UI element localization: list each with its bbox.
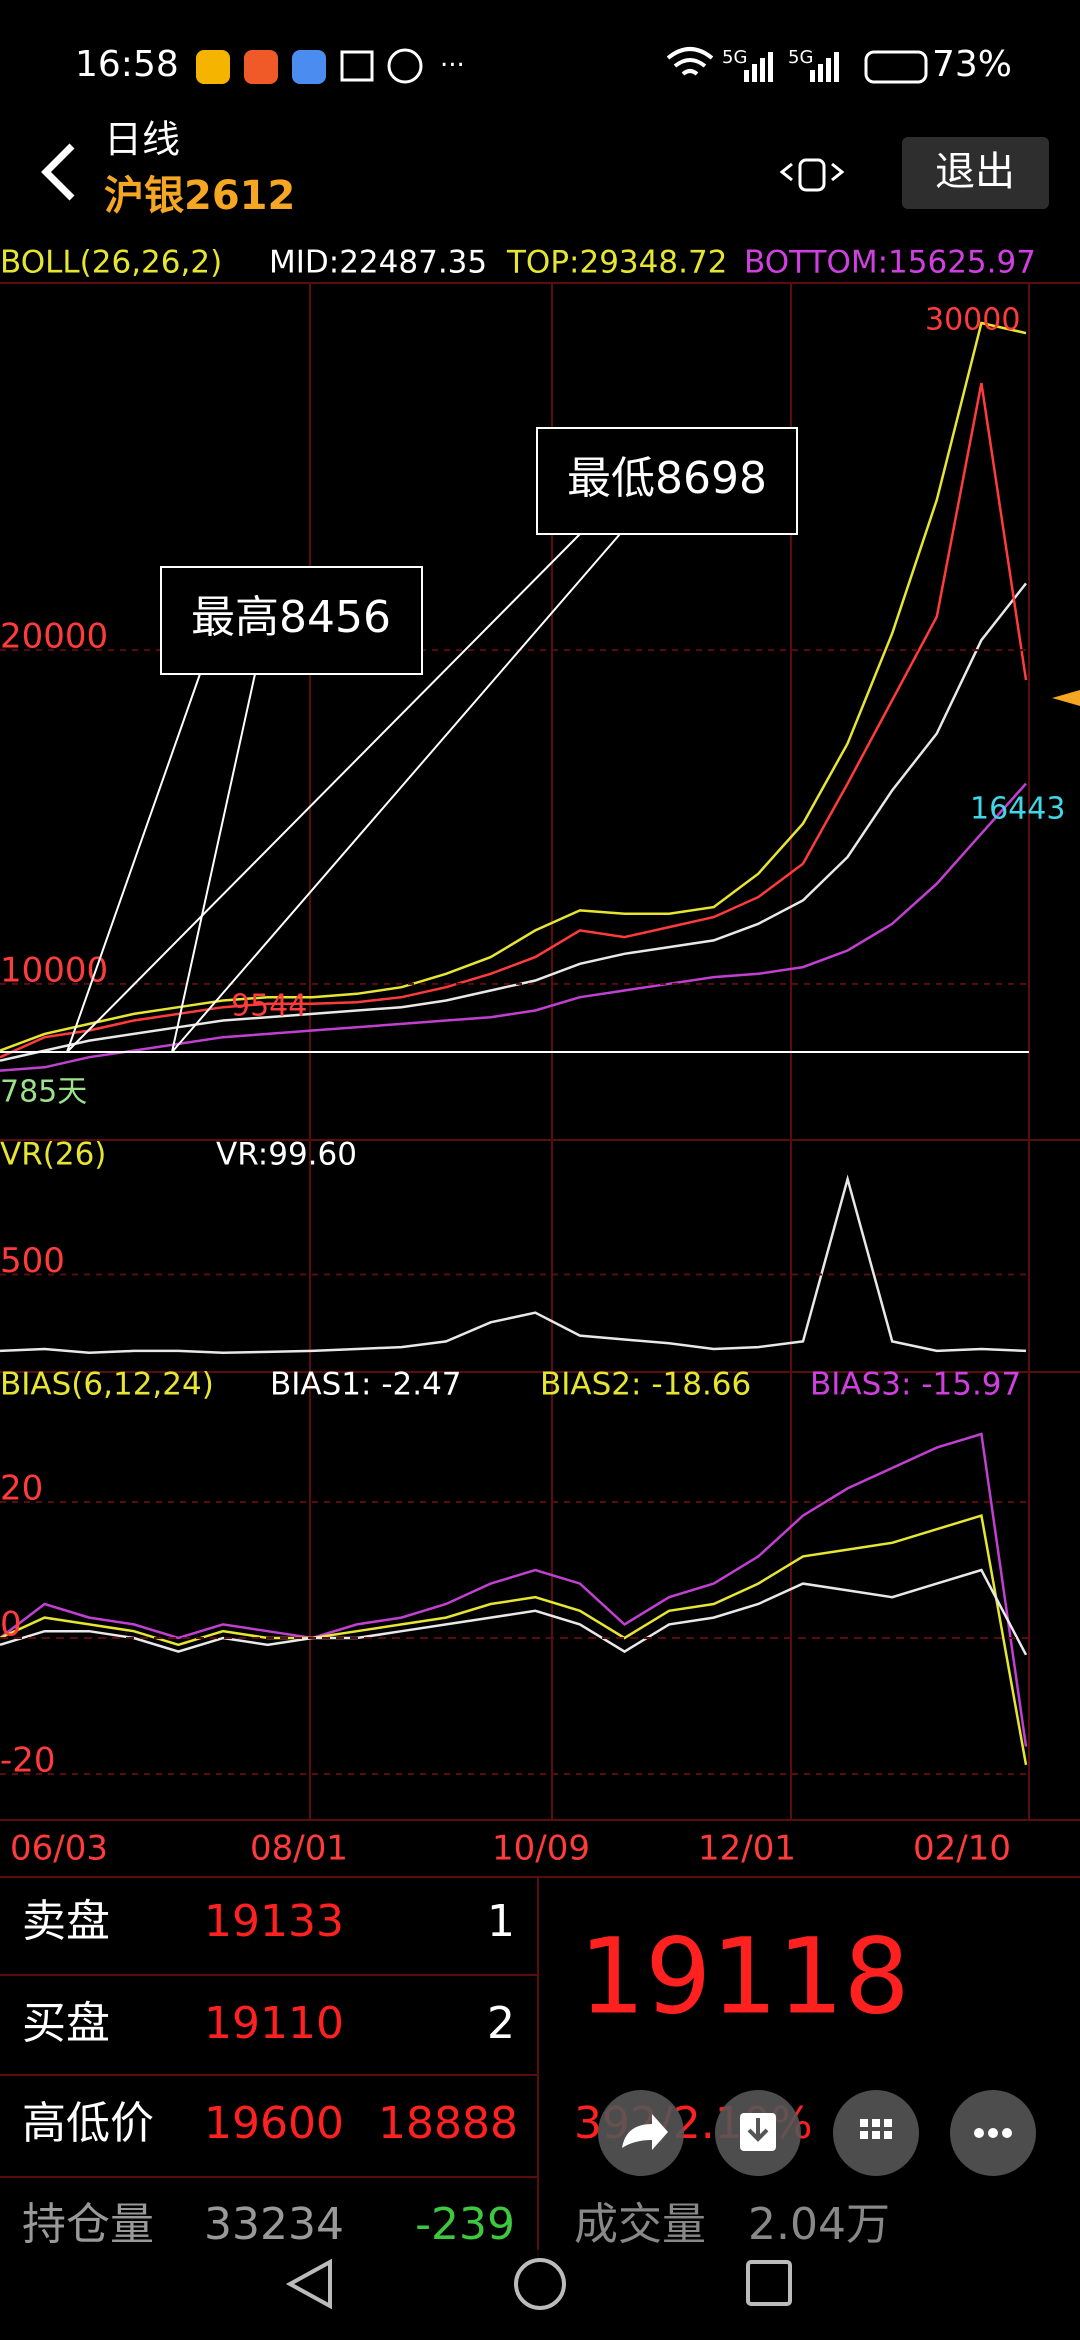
boll-mid: MID:22487.35 [269,245,487,281]
exit-button-label: 退出 [935,149,1015,195]
bias-label: BIAS(6,12,24) [0,1367,214,1403]
vr-label: VR(26) [0,1137,106,1173]
annotation-box [160,566,423,675]
bias2-label: BIAS2: -18.66 [540,1367,751,1403]
date-label: 02/10 [913,1829,1011,1869]
nav-recents[interactable] [746,2260,792,2306]
signal-bars [810,52,839,82]
price-pointer [1052,690,1080,706]
price-label: 9544 [231,989,307,1024]
draw-tool[interactable] [779,158,845,192]
date-label: 06/03 [10,1829,108,1869]
bias1-label: BIAS1: -2.47 [270,1367,462,1403]
symbol: 沪银2612 [104,173,295,219]
y-tick-label: 500 [0,1241,65,1281]
row-label: 买盘 [22,1998,110,2049]
last-price: 19118 [579,1915,910,2037]
row-value: 1 [487,1896,515,1947]
row-value: 33234 [204,2199,344,2250]
bias-line [0,1568,1028,1656]
signal-label: 5G [722,47,747,68]
signal-label: 5G [788,47,813,68]
row-label: 持仓量 [22,2199,154,2250]
save-button[interactable] [715,2090,801,2176]
boll-label: BOLL(26,26,2) [0,245,222,281]
apps-button[interactable] [833,2090,919,2176]
bias-line [0,1432,1028,1747]
date-label: 10/09 [492,1829,590,1869]
quote-grid [0,1876,1080,2260]
days-label: 785天 [0,1075,87,1110]
more-button[interactable] [950,2090,1036,2176]
max-label: 30000 [925,303,1020,338]
vr-value: VR:99.60 [216,1137,357,1173]
row-value: 19110 [204,1998,344,2049]
annotation-low: 最低8698 [567,453,767,504]
volume-value: 2.04万 [748,2199,890,2250]
price-line [0,382,1028,1059]
nav-back[interactable] [285,2258,332,2310]
annotation-lines [0,533,1029,1053]
status-time: 16:58 [75,44,179,85]
period: 日线 [104,118,180,162]
signal-bars [744,52,773,82]
min-label: 16443 [970,792,1065,827]
y-tick-label: 0 [0,1605,22,1645]
row-value: 19133 [204,1896,344,1947]
price-line [0,582,1027,1062]
boll-bottom: BOTTOM:15625.97 [744,245,1036,281]
y-tick-label: 20000 [0,617,108,657]
bias-line [0,1513,1028,1766]
price-line [0,782,1027,1072]
nav-home[interactable] [514,2258,566,2310]
annotation-box [536,427,798,535]
share-button[interactable] [598,2090,684,2176]
exit-button[interactable] [902,137,1049,209]
back-button[interactable] [41,143,75,201]
status-icons: ··· [196,47,714,84]
volume-label: 成交量 [574,2199,706,2250]
row-value: -239 [415,2199,515,2250]
battery-icon [864,50,928,84]
vr-line [0,1174,1027,1355]
bias3-label: BIAS3: -15.97 [810,1367,1021,1403]
battery-level: 73% [932,44,1012,85]
row-label: 高低价 [22,2098,154,2149]
date-label: 08/01 [250,1829,348,1869]
svg-text:···: ··· [440,51,465,81]
row-value: 18888 [378,2098,518,2149]
date-label: 12/01 [698,1829,796,1869]
row-label: 卖盘 [22,1896,110,1947]
boll-top: TOP:29348.72 [506,245,727,281]
row-value: 2 [487,1998,515,2049]
price-line [0,321,1027,1052]
nav-bar [0,2250,1080,2340]
annotation-high: 最高8456 [191,592,391,643]
row-value: 19600 [204,2098,344,2149]
